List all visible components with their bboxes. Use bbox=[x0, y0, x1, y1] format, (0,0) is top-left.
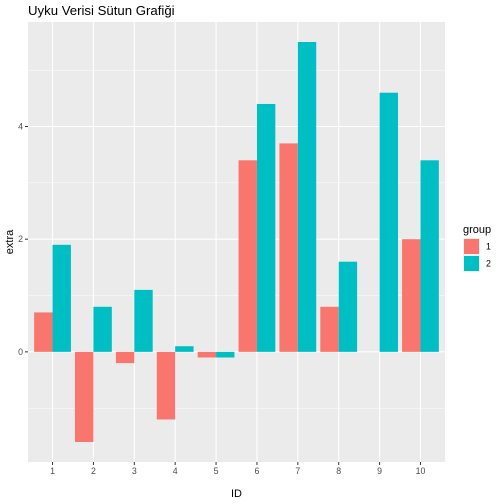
y-tick-label: 0 bbox=[18, 347, 23, 357]
x-tick-label: 10 bbox=[416, 466, 426, 476]
bar-id10-group1 bbox=[402, 239, 421, 352]
bar-id1-group1 bbox=[34, 312, 53, 352]
x-tick-label: 3 bbox=[132, 466, 137, 476]
legend-label-group2: 2 bbox=[486, 259, 491, 269]
bar-id6-group1 bbox=[238, 160, 257, 352]
legend-swatch-group1 bbox=[464, 239, 479, 254]
bar-id10-group2 bbox=[420, 160, 439, 352]
bar-id4-group1 bbox=[156, 351, 176, 420]
bar-id7-group1 bbox=[279, 143, 298, 352]
x-tick-label: 7 bbox=[295, 466, 300, 476]
x-tick-label: 2 bbox=[91, 466, 96, 476]
bar-id8-group1 bbox=[320, 306, 339, 352]
x-tick-label: 1 bbox=[50, 466, 55, 476]
legend-title: group bbox=[463, 224, 491, 236]
bar-id2-group1 bbox=[75, 351, 94, 442]
x-tick-label: 6 bbox=[254, 466, 259, 476]
y-tick-label: 4 bbox=[18, 122, 23, 132]
bar-id9-group2 bbox=[379, 92, 398, 352]
legend-label-group1: 1 bbox=[486, 242, 491, 252]
bar-id5-group1 bbox=[197, 351, 217, 358]
x-tick-label: 5 bbox=[214, 466, 219, 476]
bar-id5-group2 bbox=[216, 351, 235, 358]
legend: group 1 2 bbox=[463, 224, 491, 272]
bar-id8-group2 bbox=[338, 261, 358, 352]
bar-id6-group2 bbox=[256, 103, 276, 352]
x-axis: 1 2 3 4 5 6 7 8 9 10 bbox=[50, 462, 425, 476]
bar-id3-group2 bbox=[134, 289, 153, 352]
bar-id3-group1 bbox=[115, 351, 135, 364]
legend-swatch-group2 bbox=[464, 256, 479, 271]
y-tick-label: 2 bbox=[18, 234, 23, 244]
bar-id2-group2 bbox=[93, 306, 112, 352]
chart-title: Uyku Verisi Sütun Grafiği bbox=[28, 3, 175, 18]
bar-id7-group2 bbox=[297, 42, 317, 352]
x-tick-label: 9 bbox=[377, 466, 382, 476]
y-axis-title: extra bbox=[4, 229, 16, 254]
bars bbox=[34, 42, 439, 442]
bar-id1-group2 bbox=[52, 244, 71, 352]
bar-id4-group2 bbox=[175, 346, 194, 352]
x-tick-label: 8 bbox=[336, 466, 341, 476]
x-tick-label: 4 bbox=[173, 466, 178, 476]
plot-panel bbox=[28, 22, 445, 462]
y-axis: 0 2 4 bbox=[18, 122, 28, 357]
x-axis-title: ID bbox=[231, 488, 242, 500]
